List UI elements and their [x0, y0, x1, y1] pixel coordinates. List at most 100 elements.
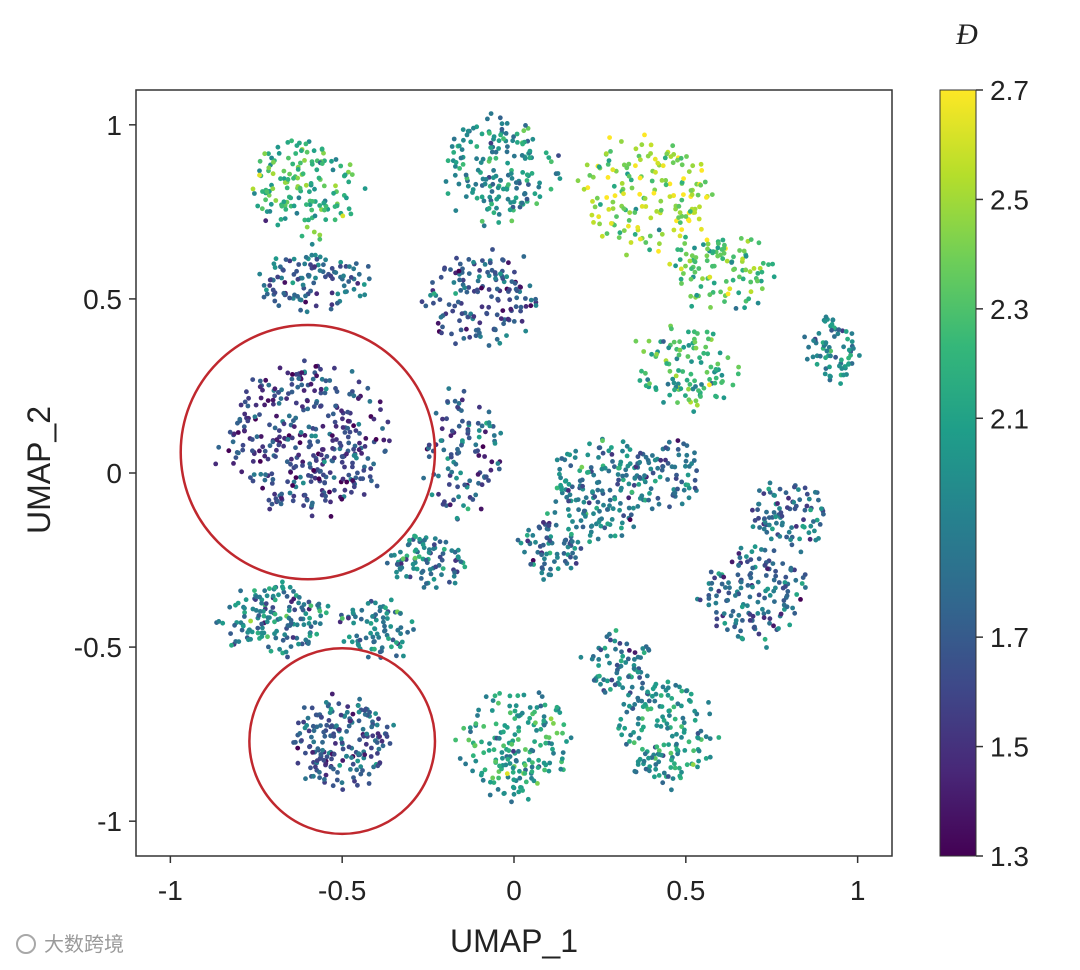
scatter-point — [515, 737, 521, 742]
scatter-point — [665, 461, 671, 466]
scatter-point — [328, 706, 334, 712]
scatter-point — [669, 464, 675, 470]
scatter-point — [253, 402, 259, 408]
scatter-point — [663, 178, 669, 183]
scatter-point — [681, 176, 686, 182]
scatter-point — [756, 501, 761, 507]
scatter-point — [250, 478, 256, 484]
scatter-point — [341, 639, 347, 644]
scatter-point — [307, 615, 312, 621]
scatter-point — [353, 475, 359, 481]
scatter-point — [264, 189, 270, 195]
scatter-point — [322, 480, 327, 485]
scatter-point — [496, 736, 502, 741]
scatter-point — [357, 293, 363, 299]
scatter-point — [262, 477, 268, 483]
scatter-point — [669, 733, 675, 739]
scatter-point — [610, 199, 616, 205]
scatter-point — [449, 144, 455, 149]
scatter-point — [335, 291, 341, 297]
scatter-point — [514, 288, 520, 294]
scatter-point — [653, 385, 659, 391]
scatter-point — [725, 355, 731, 361]
scatter-point — [510, 138, 516, 144]
scatter-point — [518, 540, 524, 546]
scatter-point — [681, 487, 687, 493]
scatter-point — [612, 638, 618, 644]
scatter-point — [605, 507, 610, 512]
scatter-point — [752, 544, 758, 550]
scatter-point — [499, 121, 505, 127]
scatter-point — [265, 398, 271, 403]
scatter-point — [332, 217, 338, 223]
scatter-point — [269, 471, 275, 477]
scatter-point — [414, 566, 420, 572]
scatter-point — [596, 455, 601, 460]
scatter-point — [745, 603, 750, 609]
scatter-point — [260, 444, 266, 450]
scatter-point — [327, 489, 332, 495]
scatter-point — [473, 758, 479, 764]
scatter-point — [787, 622, 793, 628]
scatter-point — [511, 153, 517, 159]
scatter-point — [287, 490, 293, 496]
scatter-point — [331, 475, 337, 480]
scatter-point — [669, 326, 674, 332]
x-tick-label: -0.5 — [318, 875, 366, 906]
scatter-point — [682, 748, 688, 753]
scatter-point — [461, 137, 466, 143]
scatter-point — [607, 631, 612, 637]
scatter-point — [278, 396, 284, 401]
scatter-point — [530, 533, 536, 538]
scatter-point — [505, 144, 510, 150]
scatter-point — [489, 294, 494, 299]
scatter-point — [317, 236, 323, 242]
scatter-point — [667, 504, 672, 510]
scatter-point — [344, 729, 349, 734]
scatter-point — [314, 631, 320, 637]
scatter-point — [780, 561, 786, 566]
scatter-point — [750, 524, 756, 530]
x-tick-label: 0 — [506, 875, 522, 906]
scatter-point — [243, 597, 249, 603]
scatter-point — [569, 484, 575, 490]
scatter-point — [643, 240, 649, 245]
scatter-point — [629, 489, 635, 495]
scatter-point — [664, 151, 670, 157]
watermark-logo-icon — [16, 934, 36, 954]
scatter-point — [333, 270, 339, 275]
scatter-point — [486, 304, 492, 310]
scatter-point — [565, 544, 571, 550]
scatter-point — [501, 729, 506, 735]
scatter-point — [557, 466, 563, 472]
scatter-point — [357, 737, 362, 743]
scatter-point — [528, 297, 534, 303]
scatter-point — [430, 280, 435, 285]
scatter-point — [308, 479, 314, 484]
scatter-point — [305, 406, 311, 412]
scatter-point — [284, 594, 290, 599]
scatter-point — [453, 164, 458, 169]
scatter-point — [618, 716, 624, 722]
scatter-point — [814, 361, 820, 367]
scatter-point — [262, 453, 268, 459]
scatter-point — [321, 262, 326, 268]
scatter-point — [513, 758, 519, 763]
scatter-point — [646, 338, 652, 344]
scatter-point — [482, 262, 488, 267]
scatter-point — [513, 195, 519, 201]
scatter-point — [621, 191, 626, 197]
scatter-point — [288, 461, 293, 467]
scatter-point — [756, 592, 762, 598]
scatter-point — [313, 303, 319, 309]
scatter-point — [627, 648, 632, 653]
scatter-point — [560, 730, 565, 736]
scatter-point — [566, 526, 571, 532]
scatter-point — [617, 641, 623, 646]
scatter-point — [763, 573, 769, 578]
scatter-point — [736, 612, 742, 618]
scatter-point — [812, 528, 817, 534]
scatter-point — [371, 461, 376, 467]
scatter-point — [270, 593, 276, 599]
scatter-point — [587, 441, 592, 447]
